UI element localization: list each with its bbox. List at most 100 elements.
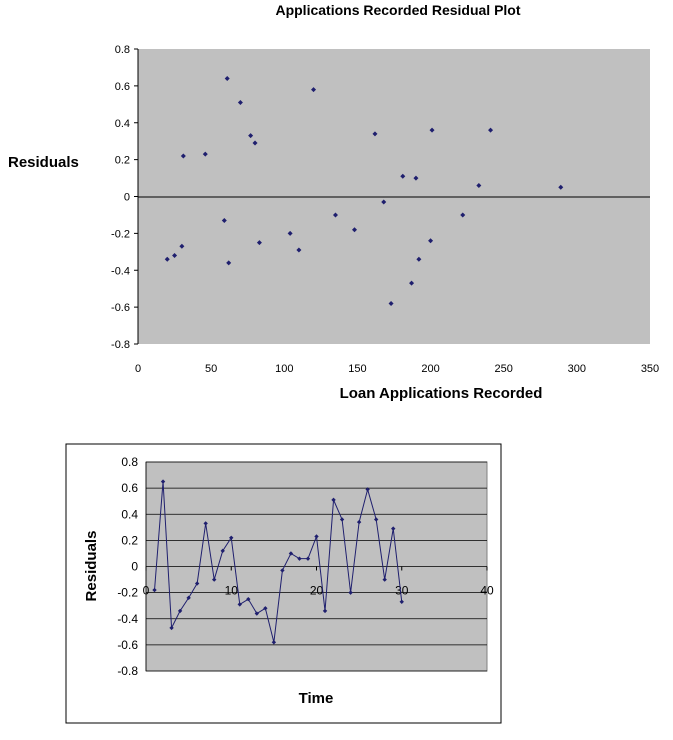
scatter-point: [413, 175, 419, 181]
data-point: [194, 581, 200, 586]
scatter-point: [221, 217, 227, 223]
data-point: [152, 587, 157, 593]
scatter-point: [372, 131, 378, 137]
scatter-point: [476, 182, 482, 188]
scatter-point: [558, 184, 564, 190]
residual-time-chart: 0.80.60.40.20-0.2-0.4-0.6-0.8 0 10 20 30 40 …: [65, 443, 502, 724]
data-point: [271, 640, 277, 645]
scatter-point: [409, 280, 415, 286]
data-point: [169, 625, 174, 631]
y-tick-labels: 0.8 0.6 0.4 0.2 0 -0.2 -0.4 -0.6 -0.8: [111, 44, 138, 351]
data-point: [254, 611, 260, 616]
y-tick-label: -0.4: [111, 265, 130, 277]
data-point: [305, 556, 311, 561]
y-tick-label: 0.4: [121, 507, 138, 521]
data-point: [391, 526, 396, 531]
y-tick-label: 0.2: [121, 533, 138, 547]
data-point: [160, 479, 166, 484]
scatter-point: [296, 247, 302, 253]
y-tick-label: 0.8: [121, 455, 138, 469]
x-axis-title: Time: [299, 690, 334, 707]
residual-scatter-chart: Applications Recorded Residual Plot 0.8 0…: [8, 2, 659, 402]
scatter-points: [164, 76, 564, 306]
y-tick-label: -0.8: [111, 339, 130, 351]
y-tick-label: 0.4: [115, 118, 130, 130]
y-tick-label: -0.6: [117, 638, 138, 652]
scatter-point: [416, 256, 422, 262]
data-point: [203, 521, 208, 526]
data-point: [356, 519, 362, 525]
y-tick-label: -0.2: [117, 586, 138, 600]
x-tick-label: 250: [495, 363, 513, 375]
data-point: [186, 595, 191, 601]
scatter-point: [256, 240, 262, 246]
scatter-point: [400, 173, 406, 179]
y-tick-label: 0: [124, 192, 130, 204]
scatter-point: [460, 212, 466, 218]
data-point: [177, 608, 183, 614]
data-point: [220, 548, 225, 554]
scatter-point: [381, 199, 387, 205]
data-point: [373, 517, 379, 522]
x-tick-label: 200: [421, 363, 439, 375]
data-point: [237, 602, 242, 607]
scatter-point: [252, 140, 258, 146]
data-point: [331, 497, 336, 503]
scatter-point: [248, 133, 254, 139]
data-point: [382, 577, 387, 582]
y-tick-label: 0: [131, 560, 138, 574]
scatter-point: [226, 260, 232, 266]
data-point: [314, 534, 319, 539]
scatter-point: [164, 256, 170, 262]
y-tick-label: 0.2: [115, 155, 130, 167]
y-tick-label: 0.8: [115, 44, 130, 56]
scatter-point: [332, 212, 338, 218]
scatter-point: [179, 243, 185, 249]
residual-line: [154, 481, 403, 643]
x-tick-label: 30: [395, 584, 409, 598]
y-tick-label: 0.6: [115, 81, 130, 93]
residual-line-series: [152, 479, 404, 645]
data-point: [263, 606, 268, 611]
data-point: [365, 487, 370, 492]
scatter-point: [428, 238, 434, 244]
scatter-point: [172, 253, 178, 258]
x-tick-label: 0: [135, 363, 141, 375]
y-tick-labels: 0.8 0.6 0.4 0.2 0 -0.2 -0.4 -0.6 -0.8: [117, 455, 138, 678]
x-tick-label: 20: [310, 584, 324, 598]
y-tick-label: -0.2: [111, 228, 130, 240]
x-tick-label: 10: [225, 584, 239, 598]
scatter-point: [237, 99, 243, 105]
scatter-point: [180, 153, 186, 159]
scatter-point: [352, 227, 358, 233]
scatter-point: [224, 76, 230, 81]
x-tick-label: 150: [348, 363, 366, 375]
data-point: [348, 590, 353, 595]
y-tick-label: 0.6: [121, 481, 138, 495]
x-tick-label: 350: [641, 363, 659, 375]
x-tick-label: 0: [143, 584, 150, 598]
scatter-point: [287, 230, 293, 236]
data-point: [212, 577, 217, 582]
x-tick-labels: 0 10 20 30 40: [143, 566, 494, 598]
y-axis-title: Residuals: [8, 154, 79, 171]
scatter-point: [488, 127, 494, 133]
scatter-point: [311, 87, 317, 93]
x-axis-title: Loan Applications Recorded: [340, 385, 543, 402]
y-tick-label: -0.8: [117, 664, 138, 678]
data-point: [322, 608, 328, 614]
data-point: [246, 596, 251, 602]
x-tick-label: 50: [205, 363, 217, 375]
chart-title: Applications Recorded Residual Plot: [275, 2, 520, 18]
x-tick-label: 100: [275, 363, 293, 375]
data-point: [297, 556, 302, 561]
data-point: [280, 568, 285, 573]
y-axis-title: Residuals: [83, 531, 100, 602]
scatter-point: [429, 127, 435, 133]
data-point: [339, 517, 345, 522]
scatter-point: [202, 151, 208, 157]
scatter-point: [388, 300, 394, 306]
data-point: [229, 535, 234, 540]
x-tick-label: 300: [568, 363, 586, 375]
